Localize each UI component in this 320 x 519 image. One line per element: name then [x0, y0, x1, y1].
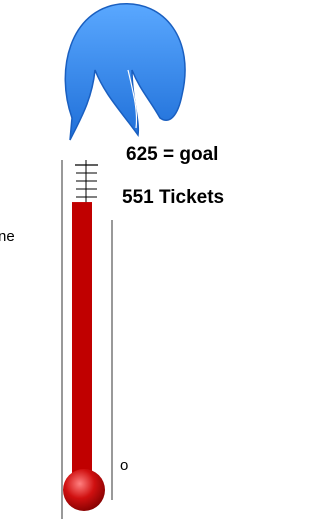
goal-label: 625 = goal	[126, 144, 218, 165]
text-fragment: o	[120, 457, 128, 474]
thermometer-bar	[72, 202, 92, 483]
thermometer-graphic: 625 = goal 551 Tickets ne o	[0, 0, 260, 519]
text-fragment: ne	[0, 228, 15, 245]
value-label: 551 Tickets	[122, 187, 224, 208]
blue-decoration	[65, 4, 185, 140]
thermometer-bulb	[63, 469, 105, 511]
